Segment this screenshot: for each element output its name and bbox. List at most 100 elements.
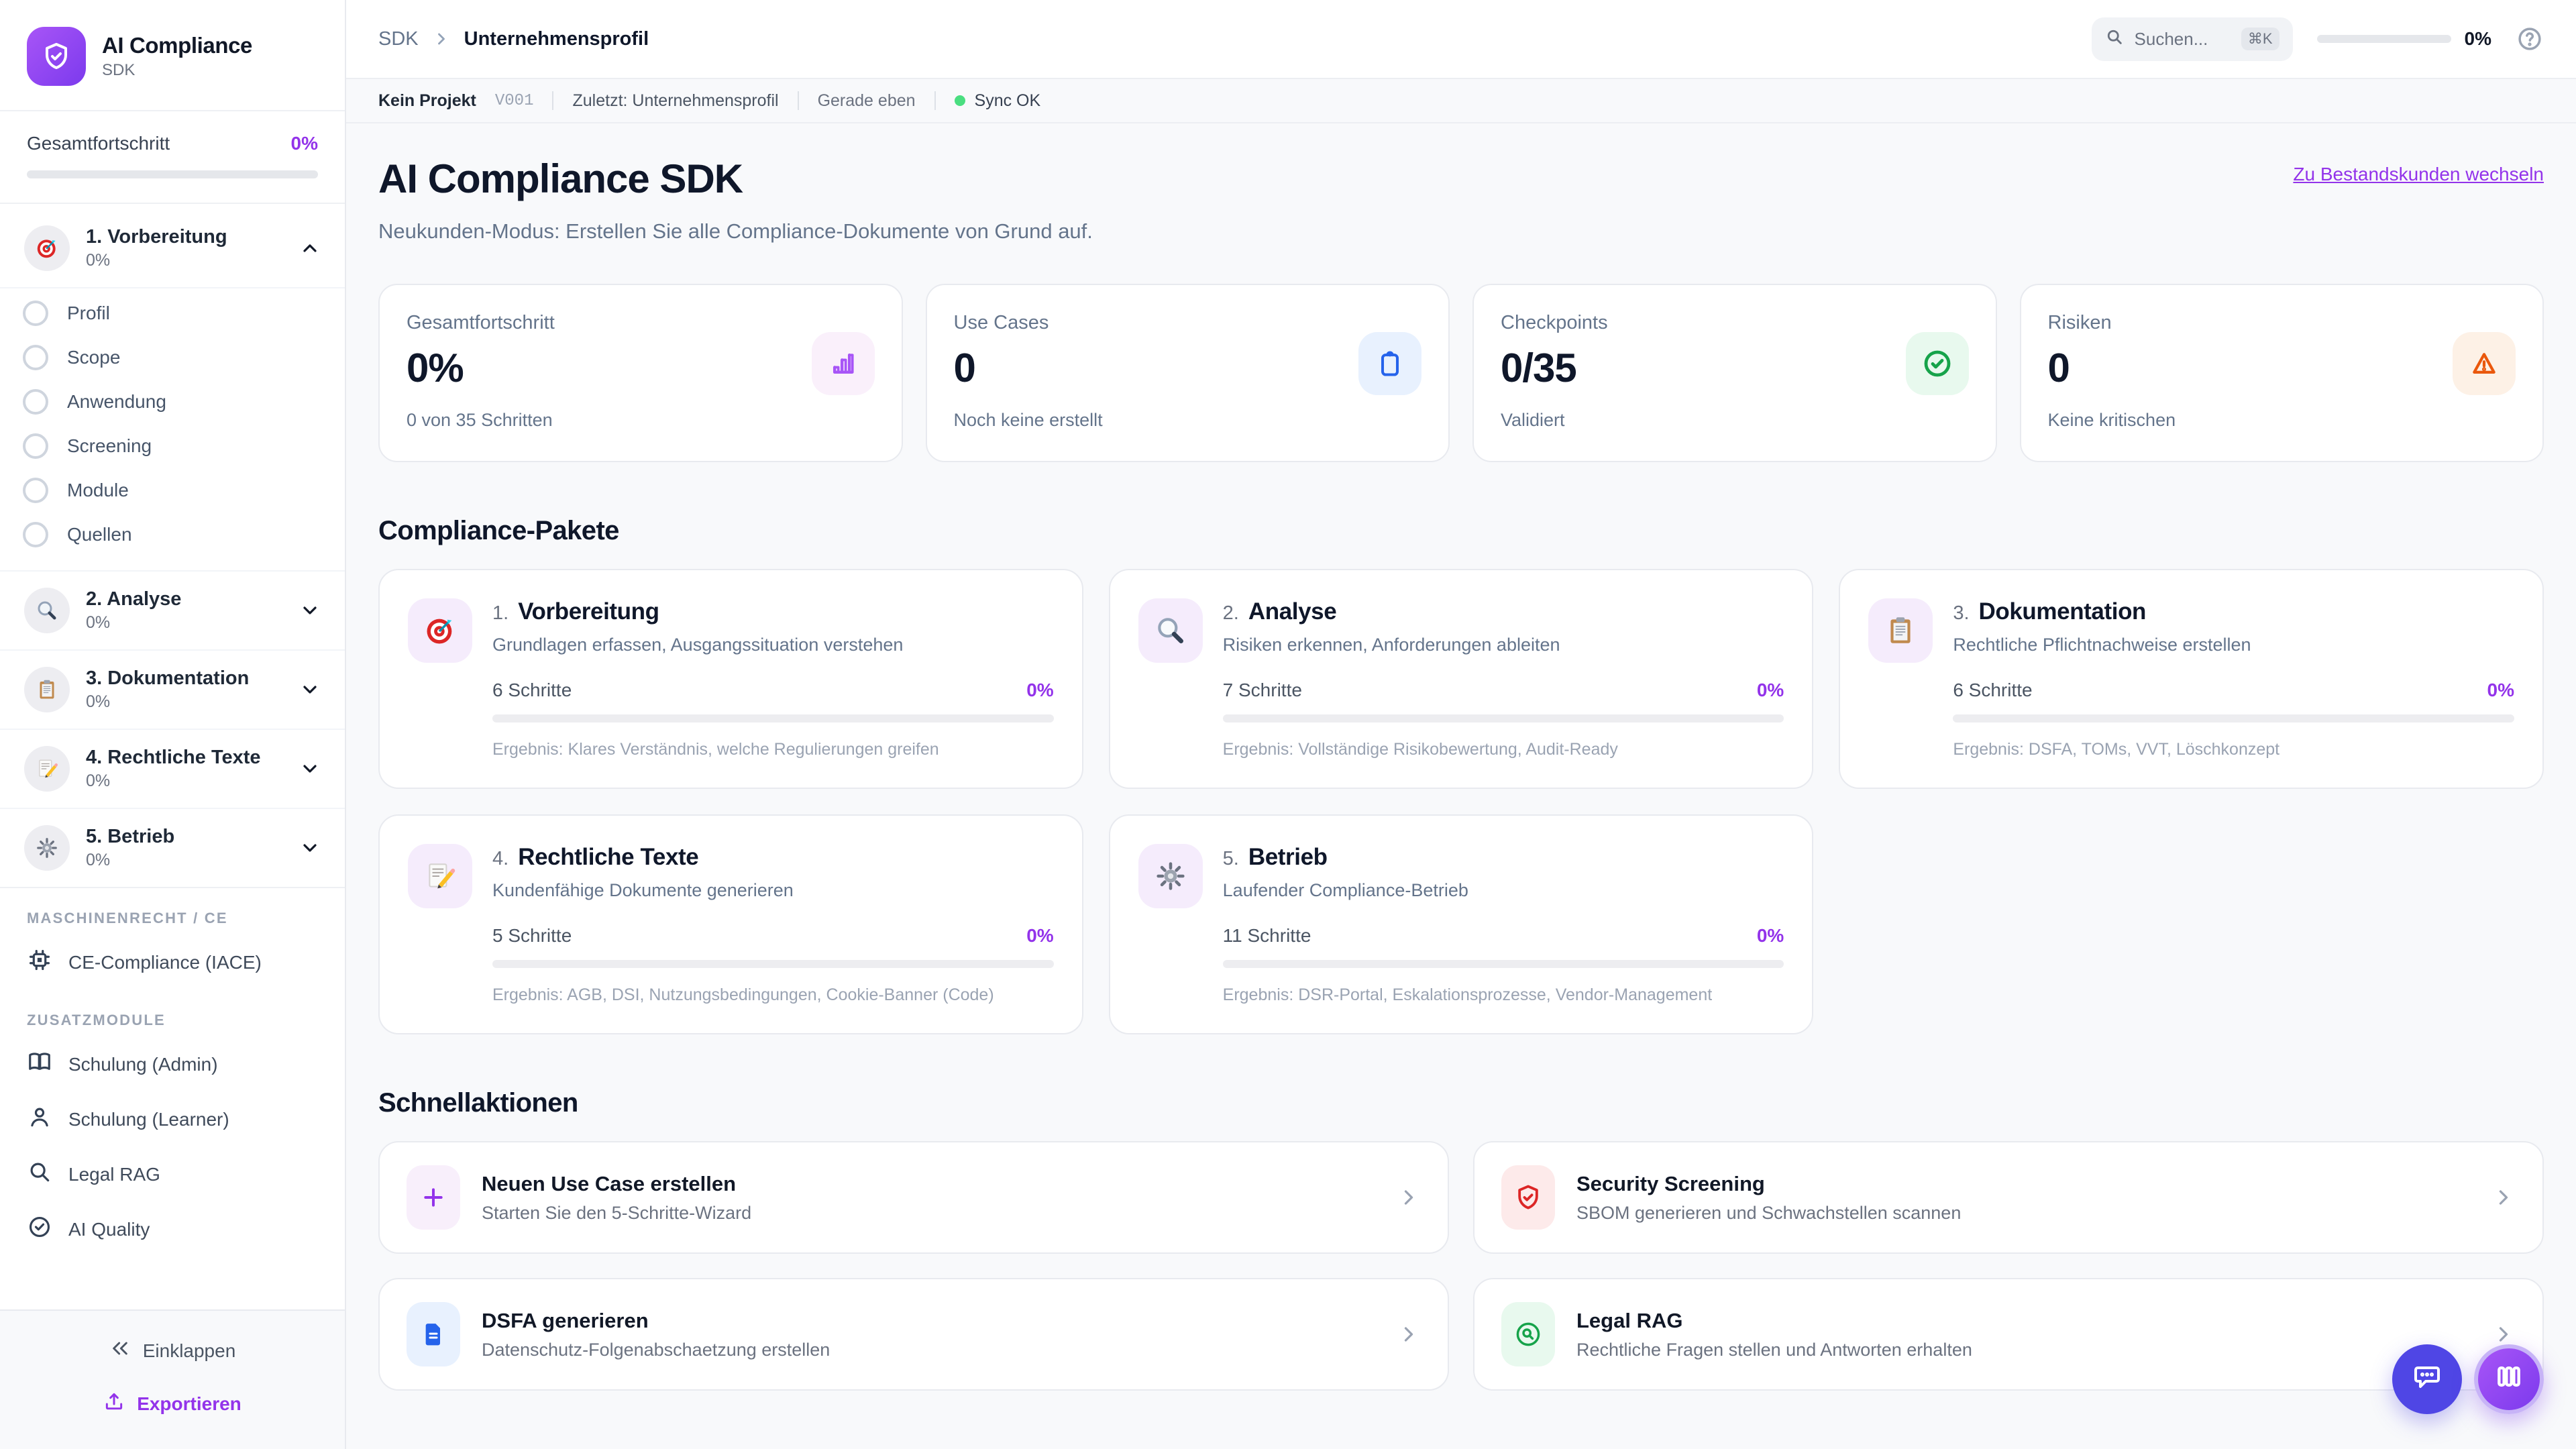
phase-title: 4. Rechtliche Texte bbox=[86, 747, 261, 768]
magnifier-icon bbox=[1138, 598, 1203, 663]
sidebar-item-ce-compliance[interactable]: CE-Compliance (IACE) bbox=[0, 935, 345, 990]
package-card-analyse[interactable]: 2. Analyse Risiken erkennen, Anforderunge… bbox=[1108, 569, 1814, 789]
breadcrumb-root[interactable]: SDK bbox=[378, 28, 419, 50]
phase-percent: 0% bbox=[86, 771, 111, 790]
radio-unchecked-icon bbox=[23, 478, 48, 503]
switch-to-existing-customers-link[interactable]: Zu Bestandskunden wechseln bbox=[2293, 164, 2544, 184]
stat-card-use-cases: Use Cases 0 Noch keine erstellt bbox=[925, 284, 1450, 462]
sidebar-phase-vorbereitung[interactable]: 1. Vorbereitung 0% bbox=[0, 209, 345, 288]
sidebar-footer: Einklappen Exportieren bbox=[0, 1309, 345, 1449]
plus-icon bbox=[407, 1165, 460, 1230]
magnifier-icon bbox=[24, 588, 70, 633]
sidebar-item-legal-rag[interactable]: Legal RAG bbox=[0, 1147, 345, 1202]
check-circle-stat-icon bbox=[1905, 332, 1969, 395]
step-item-quellen[interactable]: Quellen bbox=[0, 513, 345, 557]
collapse-sidebar-button[interactable]: Einklappen bbox=[0, 1324, 345, 1377]
phase-percent: 0% bbox=[86, 251, 111, 270]
divider bbox=[552, 91, 554, 110]
sync-status: Sync OK bbox=[954, 91, 1040, 111]
stat-card-checkpoints: Checkpoints 0/35 Validiert bbox=[1472, 284, 1997, 462]
sidebar-nav: 1. Vorbereitung 0% Profil Scope Anwendun… bbox=[0, 204, 345, 1309]
sidebar-phase-dokumentation[interactable]: 3. Dokumentation 0% bbox=[0, 651, 345, 730]
last-edited-time: Gerade eben bbox=[817, 91, 916, 110]
memo-icon bbox=[408, 844, 472, 908]
main-content: AI Compliance SDK Neukunden-Modus: Erste… bbox=[346, 123, 2576, 1449]
package-progress-bar bbox=[1953, 714, 2514, 722]
step-item-screening[interactable]: Screening bbox=[0, 424, 345, 468]
sidebar-item-schulung-learner[interactable]: Schulung (Learner) bbox=[0, 1092, 345, 1147]
file-text-icon bbox=[407, 1302, 460, 1366]
search-input[interactable]: Suchen... ⌘K bbox=[2091, 17, 2293, 61]
step-item-profil[interactable]: Profil bbox=[0, 291, 345, 335]
clipboard-icon bbox=[24, 667, 70, 712]
section-title-compliance-pakete: Compliance-Pakete bbox=[378, 516, 619, 545]
shield-check-logo-icon bbox=[27, 27, 86, 86]
sidebar-phase-betrieb[interactable]: 5. Betrieb 0% bbox=[0, 809, 345, 888]
board-fab-button[interactable] bbox=[2474, 1344, 2544, 1414]
chevron-down-icon bbox=[299, 837, 321, 859]
radio-unchecked-icon bbox=[23, 345, 48, 370]
chevron-down-icon bbox=[299, 679, 321, 700]
stat-cards: Gesamtfortschritt 0% 0 von 35 Schritten … bbox=[378, 284, 2544, 462]
target-icon bbox=[408, 598, 472, 663]
section-title-schnellaktionen: Schnellaktionen bbox=[378, 1088, 578, 1118]
header-progress-bar bbox=[2316, 35, 2451, 43]
target-icon bbox=[24, 225, 70, 271]
chat-fab-button[interactable] bbox=[2392, 1344, 2462, 1414]
columns-icon bbox=[2494, 1362, 2524, 1397]
phase-percent: 0% bbox=[86, 851, 111, 869]
quick-action-legal-rag[interactable]: Legal RAG Rechtliche Fragen stellen und … bbox=[1473, 1278, 2544, 1391]
radio-unchecked-icon bbox=[23, 301, 48, 326]
sidebar: AI Compliance SDK Gesamtfortschritt 0% 1… bbox=[0, 0, 346, 1449]
sidebar-item-schulung-admin[interactable]: Schulung (Admin) bbox=[0, 1037, 345, 1092]
search-shortcut-badge: ⌘K bbox=[2241, 28, 2279, 50]
quick-actions: Neuen Use Case erstellen Starten Sie den… bbox=[378, 1141, 2544, 1428]
package-card-rechtliche-texte[interactable]: 4. Rechtliche Texte Kundenfähige Dokument… bbox=[378, 814, 1083, 1034]
sidebar-phase-rechtliche-texte[interactable]: 4. Rechtliche Texte 0% bbox=[0, 730, 345, 809]
step-item-scope[interactable]: Scope bbox=[0, 335, 345, 380]
book-icon bbox=[27, 1049, 52, 1080]
chevron-right-icon bbox=[1397, 1185, 1421, 1210]
chat-bubble-icon bbox=[2411, 1360, 2443, 1398]
step-item-module[interactable]: Module bbox=[0, 468, 345, 513]
stat-card-gesamtfortschritt: Gesamtfortschritt 0% 0 von 35 Schritten bbox=[378, 284, 903, 462]
package-card-betrieb[interactable]: 5. Betrieb Laufender Compliance-Betrieb 1… bbox=[1108, 814, 1814, 1034]
header-progress: 0% bbox=[2316, 28, 2491, 50]
overall-progress: Gesamtfortschritt 0% bbox=[0, 111, 345, 204]
radio-unchecked-icon bbox=[23, 522, 48, 547]
section-heading-zusatzmodule: ZUSATZMODULE bbox=[27, 1012, 166, 1028]
help-icon[interactable] bbox=[2516, 25, 2544, 53]
search-placeholder: Suchen... bbox=[2134, 28, 2208, 49]
project-status: Kein Projekt bbox=[378, 91, 476, 110]
overall-progress-bar bbox=[27, 170, 318, 178]
chip-icon bbox=[27, 947, 52, 978]
quick-action-neuer-use-case[interactable]: Neuen Use Case erstellen Starten Sie den… bbox=[378, 1141, 1449, 1254]
package-card-dokumentation[interactable]: 3. Dokumentation Rechtliche Pflichtnachwe… bbox=[1839, 569, 2544, 789]
phase-title: 1. Vorbereitung bbox=[86, 226, 227, 248]
gear-icon bbox=[1138, 844, 1203, 908]
chevron-right-icon bbox=[2491, 1185, 2516, 1210]
gear-icon bbox=[24, 825, 70, 871]
divider bbox=[797, 91, 799, 110]
warning-icon bbox=[2453, 332, 2516, 395]
chevron-right-icon bbox=[432, 30, 451, 48]
stat-card-risiken: Risiken 0 Keine kritischen bbox=[2019, 284, 2544, 462]
quick-action-dsfa-generieren[interactable]: DSFA generieren Datenschutz-Folgenabscha… bbox=[378, 1278, 1449, 1391]
upload-icon bbox=[103, 1391, 125, 1417]
header-progress-value: 0% bbox=[2464, 28, 2491, 49]
sidebar-item-ai-quality[interactable]: AI Quality bbox=[0, 1202, 345, 1257]
last-edited: Zuletzt: Unternehmensprofil bbox=[572, 91, 779, 110]
radio-unchecked-icon bbox=[23, 433, 48, 459]
sidebar-phase-analyse[interactable]: 2. Analyse 0% bbox=[0, 572, 345, 651]
step-item-anwendung[interactable]: Anwendung bbox=[0, 380, 345, 424]
chevron-right-icon bbox=[2491, 1322, 2516, 1346]
divider bbox=[934, 91, 936, 110]
chevrons-left-icon bbox=[109, 1338, 131, 1364]
quick-action-security-screening[interactable]: Security Screening SBOM generieren und S… bbox=[1473, 1141, 2544, 1254]
app-title: AI Compliance bbox=[102, 33, 253, 58]
sync-ok-dot-icon bbox=[954, 95, 965, 106]
export-button[interactable]: Exportieren bbox=[0, 1377, 345, 1430]
package-cards: 1. Vorbereitung Grundlagen erfassen, Ausg… bbox=[378, 569, 2544, 1034]
clipboard-stat-icon bbox=[1358, 332, 1421, 395]
package-card-vorbereitung[interactable]: 1. Vorbereitung Grundlagen erfassen, Ausg… bbox=[378, 569, 1083, 789]
